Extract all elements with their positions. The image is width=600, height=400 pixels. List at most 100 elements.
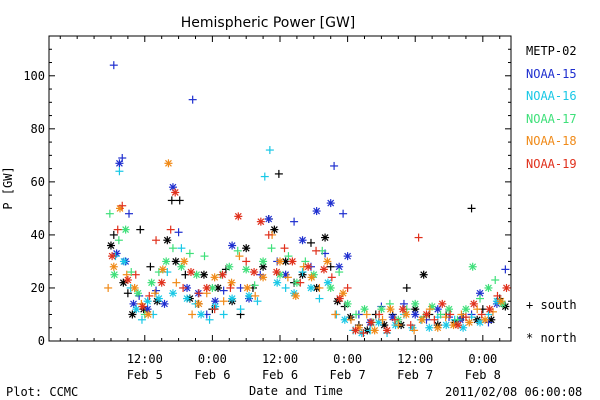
north-point-noaa-18 (276, 257, 284, 266)
x-tick-label-time: 12:00 (262, 352, 298, 366)
north-point-metp-02 (259, 262, 268, 271)
north-point-metp-02 (199, 270, 208, 279)
south-point-metp-02 (326, 262, 335, 271)
north-point-noaa-17 (468, 262, 477, 271)
south-point-noaa-16 (205, 315, 214, 324)
x-tick-label-time: 12:00 (127, 352, 163, 366)
south-point-noaa-15 (125, 209, 134, 218)
north-point-noaa-19 (272, 268, 281, 277)
south-point-metp-02 (274, 169, 283, 178)
south-point-noaa-16 (177, 244, 186, 253)
north-point-noaa-18 (386, 305, 395, 314)
south-point-noaa-18 (315, 283, 324, 292)
south-point-noaa-19 (359, 329, 368, 338)
south-point-metp-02 (306, 238, 315, 247)
north-point-metp-02 (242, 244, 251, 253)
north-point-noaa-19 (123, 276, 132, 284)
north-point-noaa-17 (484, 283, 493, 292)
north-point-noaa-19 (304, 262, 313, 271)
north-point-noaa-19 (398, 305, 407, 314)
north-point-noaa-16 (132, 305, 141, 314)
north-point-noaa-17 (445, 305, 454, 314)
y-tick-label: 60 (31, 175, 45, 189)
north-point-noaa-18 (402, 310, 411, 319)
legend-item-metp-02: METP-02 (526, 44, 577, 58)
legend-item-noaa-19: NOAA-19 (526, 156, 577, 171)
south-point-noaa-15 (118, 154, 127, 162)
y-tick-label: 100 (23, 69, 45, 83)
data-points (104, 61, 511, 338)
north-point-noaa-18 (164, 159, 173, 168)
south-point-noaa-15 (236, 283, 245, 292)
south-point-noaa-15 (501, 265, 510, 274)
south-point-noaa-18 (283, 273, 292, 282)
north-point-noaa-18 (496, 297, 505, 306)
south-point-noaa-19 (242, 257, 251, 266)
north-point-noaa-15 (228, 241, 237, 250)
south-point-noaa-19 (226, 283, 235, 292)
south-point-noaa-16 (253, 297, 262, 306)
north-point-noaa-19 (218, 270, 227, 279)
north-point-noaa-19 (319, 265, 328, 274)
south-point-noaa-18 (410, 326, 419, 335)
north-point-noaa-17 (121, 225, 130, 234)
south-point-noaa-17 (267, 244, 276, 253)
south-point-noaa-18 (150, 289, 159, 298)
south-point-noaa-15 (290, 217, 299, 226)
north-point-metp-02 (171, 257, 180, 266)
south-point-noaa-18 (104, 283, 113, 292)
asterisk-symbol-icon: * (526, 331, 534, 345)
north-point-noaa-15 (264, 215, 273, 223)
north-point-noaa-18 (323, 257, 332, 266)
north-point-noaa-18 (109, 262, 118, 271)
south-point-noaa-18 (457, 310, 466, 319)
north-point-noaa-16 (476, 318, 485, 327)
north-point-noaa-19 (438, 299, 447, 308)
south-point-noaa-18 (362, 310, 371, 319)
north-point-metp-02 (419, 270, 428, 279)
x-axis-label: Date and Time (249, 384, 343, 398)
north-point-noaa-19 (502, 283, 511, 292)
north-label: north (540, 331, 577, 345)
plus-symbol-icon: + (526, 298, 534, 312)
north-point-noaa-19 (202, 283, 211, 292)
north-point-noaa-18 (307, 273, 316, 282)
x-tick-label-date: Feb 8 (465, 368, 501, 382)
south-point-noaa-19 (113, 225, 122, 234)
south-point-metp-02 (175, 196, 184, 205)
south-point-noaa-18 (441, 313, 450, 322)
north-point-noaa-19 (186, 268, 195, 277)
x-tick-label-date: Feb 6 (262, 368, 298, 382)
south-point-noaa-19 (446, 310, 455, 319)
south-label: south (540, 298, 577, 312)
south-point-noaa-19 (390, 315, 399, 324)
north-point-noaa-19 (485, 305, 494, 314)
south-point-noaa-18 (172, 278, 181, 287)
south-point-noaa-17 (335, 268, 344, 277)
south-point-noaa-15 (109, 61, 118, 70)
south-point-noaa-15 (330, 161, 339, 170)
north-point-noaa-19 (469, 299, 478, 308)
north-point-noaa-16 (154, 294, 163, 303)
south-point-noaa-17 (185, 249, 194, 258)
south-point-noaa-19 (145, 291, 154, 300)
x-tick-label-date: Feb 7 (397, 368, 433, 382)
north-point-noaa-18 (210, 273, 219, 282)
north-point-noaa-15 (160, 299, 169, 308)
north-point-noaa-18 (417, 315, 426, 324)
x-axis: 12:00 Feb 5 0:00 Feb 6 12:00 Feb 6 0:00 Feb 7 12… (59, 36, 501, 382)
south-point-noaa-19 (406, 321, 415, 330)
north-point-noaa-18 (194, 299, 203, 308)
north-point-noaa-19 (422, 310, 431, 319)
south-point-noaa-17 (114, 236, 123, 245)
north-point-noaa-16 (119, 257, 128, 266)
south-point-noaa-17 (352, 310, 361, 319)
north-point-noaa-18 (243, 283, 252, 292)
north-point-noaa-19 (250, 268, 259, 277)
south-point-noaa-17 (491, 276, 500, 284)
chart-title: Hemispheric Power [GW] (181, 15, 356, 31)
south-point-noaa-19 (343, 283, 352, 292)
south-point-metp-02 (167, 196, 176, 205)
south-point-noaa-19 (375, 310, 384, 319)
south-point-noaa-16 (137, 315, 146, 324)
